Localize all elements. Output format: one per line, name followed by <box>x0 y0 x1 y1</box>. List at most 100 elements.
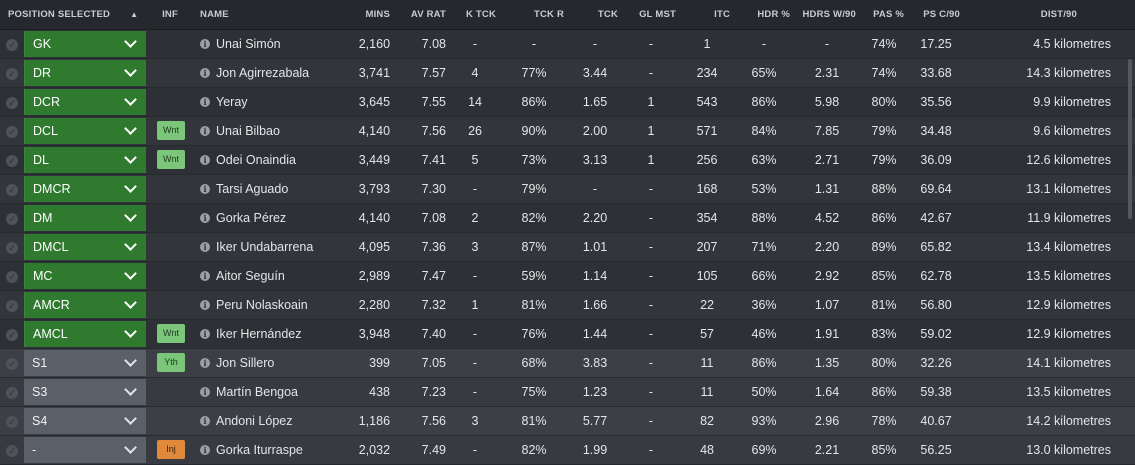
player-name[interactable]: Andoni López <box>216 413 293 428</box>
player-name[interactable]: Aitor Seguín <box>216 268 285 283</box>
player-row[interactable]: ✓ GK i Unai Simón 2,160 7.08- - - -1- -74% 17.25 4.… <box>0 29 1135 59</box>
col-glmst-header[interactable]: GL MST <box>622 0 681 30</box>
inf-badge[interactable]: Wnt <box>157 150 186 169</box>
player-name[interactable]: Iker Undabarrena <box>216 239 314 254</box>
chevron-down-icon[interactable] <box>124 238 137 251</box>
player-row[interactable]: ✓ DM i Gorka Pérez 4,140 7.08 2 82% 2.20-354 88% 4… <box>0 203 1135 233</box>
chevron-down-icon[interactable] <box>124 354 137 367</box>
chevron-down-icon[interactable] <box>124 325 137 338</box>
row-select-cell[interactable]: ✓ <box>0 435 24 465</box>
info-icon[interactable]: i <box>200 357 211 368</box>
player-name[interactable]: Peru Nolaskoain <box>216 297 308 312</box>
row-select-cell[interactable]: ✓ <box>0 406 24 436</box>
position-dropdown[interactable]: DMCL <box>24 233 147 260</box>
position-cell[interactable]: AMCL <box>24 319 147 349</box>
name-cell[interactable]: i Unai Simón <box>194 29 335 59</box>
player-row[interactable]: ✓ AMCR i Peru Nolaskoain 2,280 7.32 1 81% 1.66-2… <box>0 290 1135 320</box>
player-row[interactable]: ✓ AMCL Wnt i Iker Hernández 3,948 7.40-76% 1.44… <box>0 319 1135 349</box>
player-row[interactable]: ✓ - Inj i Gorka Iturraspe 2,032 7.49-82% 1.99-4… <box>0 435 1135 465</box>
col-mins-header[interactable]: MINS <box>334 0 395 30</box>
player-row[interactable]: ✓ DR i Jon Agirrezabala 3,741 7.57 4 77% 3.44-23… <box>0 58 1135 88</box>
position-cell[interactable]: S4 <box>24 406 147 436</box>
info-icon[interactable]: i <box>200 183 211 194</box>
info-icon[interactable]: i <box>200 241 211 252</box>
position-cell[interactable]: DCR <box>24 87 147 117</box>
position-cell[interactable]: AMCR <box>24 290 147 320</box>
chevron-down-icon[interactable] <box>124 122 137 135</box>
row-select-cell[interactable]: ✓ <box>0 87 24 117</box>
col-ktck-header[interactable]: K TCK <box>450 0 501 30</box>
player-name[interactable]: Jon Agirrezabala <box>216 65 310 80</box>
inf-badge[interactable]: Yth <box>157 353 186 372</box>
info-icon[interactable]: i <box>200 299 211 310</box>
inf-badge[interactable]: Inj <box>157 440 186 459</box>
check-circle-icon[interactable]: ✓ <box>6 444 18 457</box>
name-cell[interactable]: i Gorka Pérez <box>194 203 335 233</box>
position-dropdown[interactable]: S4 <box>24 407 147 434</box>
position-dropdown[interactable]: DCL <box>24 117 147 144</box>
check-circle-icon[interactable]: ✓ <box>6 96 18 109</box>
row-select-cell[interactable]: ✓ <box>0 290 24 320</box>
player-name[interactable]: Tarsi Aguado <box>216 181 289 196</box>
col-psc90-header[interactable]: PS C/90 <box>908 0 965 30</box>
player-row[interactable]: ✓ DCL Wnt i Unai Bilbao 4,140 7.56 26 90% 2.00 1 57… <box>0 116 1135 146</box>
col-hdrpct-header[interactable]: HDR % <box>734 0 795 30</box>
col-avrat-header[interactable]: AV RAT <box>394 0 451 30</box>
chevron-down-icon[interactable] <box>124 64 137 77</box>
info-icon[interactable]: i <box>200 444 211 455</box>
info-icon[interactable]: i <box>200 38 211 49</box>
check-circle-icon[interactable]: ✓ <box>6 38 18 51</box>
position-dropdown[interactable]: DM <box>24 204 147 231</box>
position-dropdown[interactable]: - <box>24 436 147 463</box>
name-cell[interactable]: i Jon Agirrezabala <box>194 58 335 88</box>
check-circle-icon[interactable]: ✓ <box>6 125 18 138</box>
info-icon[interactable]: i <box>200 212 211 223</box>
sort-up-arrow-icon[interactable]: ▲ <box>130 9 139 19</box>
scrollbar-thumb[interactable] <box>1128 59 1132 219</box>
col-tck-header[interactable]: TCK <box>568 0 623 30</box>
check-circle-icon[interactable]: ✓ <box>6 154 18 167</box>
chevron-down-icon[interactable] <box>124 93 137 106</box>
check-circle-icon[interactable]: ✓ <box>6 415 18 428</box>
name-cell[interactable]: i Iker Hernández <box>194 319 335 349</box>
player-name[interactable]: Gorka Pérez <box>216 210 287 225</box>
position-cell[interactable]: DMCL <box>24 232 147 262</box>
player-name[interactable]: Odei Onaindia <box>216 152 296 167</box>
player-row[interactable]: ✓ DCR i Yeray 3,645 7.55 14 86% 1.65 1 543 86% 5.98 8… <box>0 87 1135 117</box>
position-cell[interactable]: DL <box>24 145 147 175</box>
check-circle-icon[interactable]: ✓ <box>6 183 18 196</box>
name-cell[interactable]: i Yeray <box>194 87 335 117</box>
col-itc-header[interactable]: ITC <box>680 0 735 30</box>
name-cell[interactable]: i Andoni López <box>194 406 335 436</box>
name-cell[interactable]: i Aitor Seguín <box>194 261 335 291</box>
chevron-down-icon[interactable] <box>124 35 137 48</box>
position-dropdown[interactable]: AMCR <box>24 291 147 318</box>
row-select-cell[interactable]: ✓ <box>0 174 24 204</box>
player-row[interactable]: ✓ DL Wnt i Odei Onaindia 3,449 7.41 5 73% 3.13 1 25… <box>0 145 1135 175</box>
chevron-down-icon[interactable] <box>124 412 137 425</box>
row-select-cell[interactable]: ✓ <box>0 348 24 378</box>
position-cell[interactable]: DM <box>24 203 147 233</box>
position-dropdown[interactable]: S3 <box>24 378 147 405</box>
row-select-cell[interactable]: ✓ <box>0 377 24 407</box>
info-icon[interactable]: i <box>200 386 211 397</box>
position-cell[interactable]: - <box>24 435 147 465</box>
position-dropdown[interactable]: GK <box>24 30 147 57</box>
player-name[interactable]: Yeray <box>216 94 248 109</box>
position-cell[interactable]: GK <box>24 29 147 59</box>
position-cell[interactable]: DCL <box>24 116 147 146</box>
name-cell[interactable]: i Odei Onaindia <box>194 145 335 175</box>
player-row[interactable]: ✓ DMCL i Iker Undabarrena 4,095 7.36 3 87% 1.01-… <box>0 232 1135 262</box>
name-cell[interactable]: i Jon Sillero <box>194 348 335 378</box>
name-cell[interactable]: i Iker Undabarrena <box>194 232 335 262</box>
col-dist90-header[interactable]: DIST/90 <box>964 0 1135 30</box>
info-icon[interactable]: i <box>200 328 211 339</box>
col-name-header[interactable]: NAME <box>194 0 335 30</box>
row-select-cell[interactable]: ✓ <box>0 319 24 349</box>
info-icon[interactable]: i <box>200 415 211 426</box>
row-select-cell[interactable]: ✓ <box>0 145 24 175</box>
player-name[interactable]: Unai Simón <box>216 36 281 51</box>
inf-badge[interactable]: Wnt <box>157 121 186 140</box>
col-inf-header[interactable]: INF <box>146 0 195 30</box>
row-select-cell[interactable]: ✓ <box>0 261 24 291</box>
